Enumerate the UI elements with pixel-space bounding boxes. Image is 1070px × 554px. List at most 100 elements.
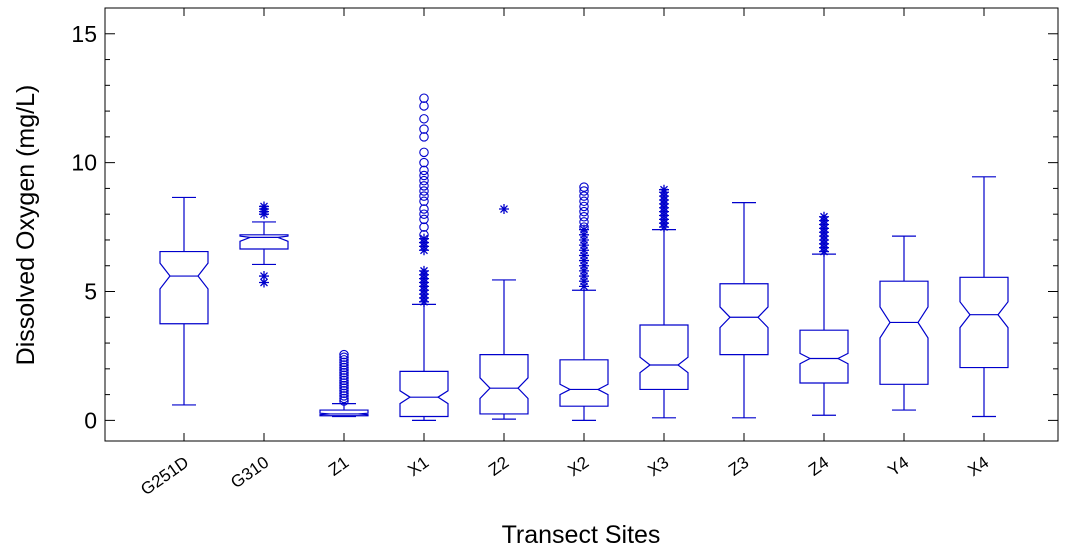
outlier-circle bbox=[339, 375, 349, 386]
outlier-circle bbox=[419, 209, 429, 219]
outlier-circle bbox=[339, 391, 349, 401]
x-tick-label: Z4 bbox=[805, 453, 832, 480]
x-tick-label: G310 bbox=[227, 453, 272, 492]
box-body bbox=[319, 409, 369, 417]
x-tick-label: X4 bbox=[964, 453, 992, 480]
outlier-star bbox=[579, 260, 589, 271]
outlier-circle bbox=[339, 385, 349, 396]
outlier-circle bbox=[419, 196, 429, 207]
outlier-circle bbox=[579, 212, 589, 222]
y-tick-label: 10 bbox=[71, 150, 97, 176]
box-x2 bbox=[559, 182, 609, 421]
box-g251d bbox=[159, 196, 209, 406]
outlier-star bbox=[419, 265, 429, 276]
outlier-star bbox=[579, 229, 589, 240]
outlier-star bbox=[579, 245, 589, 256]
outlier-circle bbox=[339, 352, 349, 362]
x-tick-label: Y4 bbox=[884, 453, 912, 480]
outlier-circle bbox=[579, 222, 589, 232]
outlier-circle bbox=[339, 362, 349, 373]
outlier-circle bbox=[419, 175, 429, 186]
outlier-star bbox=[499, 204, 509, 215]
outlier-star bbox=[579, 234, 589, 245]
outlier-circle bbox=[579, 217, 589, 227]
outlier-star bbox=[579, 250, 589, 261]
x-tick-label: G251D bbox=[137, 453, 192, 499]
y-tick-label: 0 bbox=[84, 407, 97, 433]
outlier-circle bbox=[339, 396, 349, 406]
outlier-circle bbox=[419, 181, 429, 191]
box-z4 bbox=[799, 211, 849, 416]
box-z2 bbox=[479, 204, 529, 420]
outlier-circle bbox=[339, 383, 349, 393]
box-y4 bbox=[879, 235, 929, 411]
box-body bbox=[799, 329, 849, 384]
outlier-circle bbox=[339, 393, 349, 404]
outlier-star bbox=[579, 276, 589, 287]
outlier-star bbox=[579, 281, 589, 292]
outlier-circle bbox=[339, 357, 349, 368]
outlier-circle bbox=[419, 186, 429, 196]
outlier-circle bbox=[419, 170, 429, 181]
outlier-star bbox=[579, 240, 589, 251]
outlier-circle bbox=[419, 165, 429, 176]
box-x4 bbox=[959, 176, 1009, 418]
y-axis: 0 5 10 15 bbox=[71, 7, 1058, 433]
outlier-circle bbox=[419, 204, 429, 214]
box-body bbox=[639, 324, 689, 391]
outlier-circle bbox=[579, 186, 589, 196]
x-tick-label: Z3 bbox=[725, 453, 752, 480]
box-body bbox=[239, 234, 289, 250]
outlier-circle bbox=[579, 182, 589, 192]
x-axis-title: Transect Sites bbox=[502, 521, 661, 549]
x-tick-label: X1 bbox=[404, 453, 432, 480]
box-x1 bbox=[399, 93, 449, 421]
x-tick-label: X3 bbox=[644, 453, 672, 480]
outlier-circle bbox=[419, 132, 429, 142]
outlier-star bbox=[259, 277, 269, 288]
box-body bbox=[399, 370, 449, 418]
outlier-circle bbox=[419, 157, 429, 168]
outlier-circle bbox=[339, 360, 349, 370]
outlier-star bbox=[819, 211, 829, 222]
outlier-star bbox=[259, 271, 269, 282]
plot-frame bbox=[104, 7, 1059, 442]
outlier-circle bbox=[339, 378, 349, 388]
outlier-star bbox=[259, 201, 269, 212]
outlier-circle bbox=[339, 355, 349, 365]
outlier-star bbox=[579, 265, 589, 276]
outlier-star bbox=[579, 271, 589, 282]
outlier-circle bbox=[419, 124, 429, 134]
outlier-circle bbox=[419, 93, 429, 103]
outlier-circle bbox=[579, 191, 589, 201]
box-body bbox=[959, 276, 1009, 369]
outlier-circle bbox=[339, 373, 349, 383]
outlier-circle bbox=[339, 380, 349, 391]
outlier-star bbox=[579, 255, 589, 266]
outlier-circle bbox=[339, 367, 349, 378]
outlier-circle bbox=[579, 196, 589, 207]
outlier-circle bbox=[419, 214, 429, 225]
outlier-circle bbox=[419, 230, 429, 240]
box-body bbox=[559, 359, 609, 407]
boxes-layer bbox=[159, 93, 1009, 421]
outlier-circle bbox=[579, 206, 589, 217]
outlier-circle bbox=[339, 349, 349, 360]
box-x3 bbox=[639, 184, 689, 419]
box-body bbox=[159, 250, 209, 325]
y-tick-label: 5 bbox=[84, 279, 97, 305]
outlier-circle bbox=[419, 147, 429, 158]
x-tick-label: X2 bbox=[564, 453, 592, 480]
outlier-circle bbox=[579, 201, 589, 212]
box-body bbox=[479, 354, 529, 415]
outlier-circle bbox=[419, 191, 429, 201]
box-z1 bbox=[319, 349, 369, 418]
box-g310 bbox=[239, 201, 289, 288]
x-axis: G251D G310 Z1 X1 Z2 X2 X3 Z3 Z4 Y4 X4 bbox=[137, 8, 992, 499]
box-body bbox=[879, 280, 929, 385]
outlier-star bbox=[579, 224, 589, 235]
box-z3 bbox=[719, 201, 769, 419]
outlier-circle bbox=[339, 388, 349, 399]
outlier-circle bbox=[339, 370, 349, 381]
